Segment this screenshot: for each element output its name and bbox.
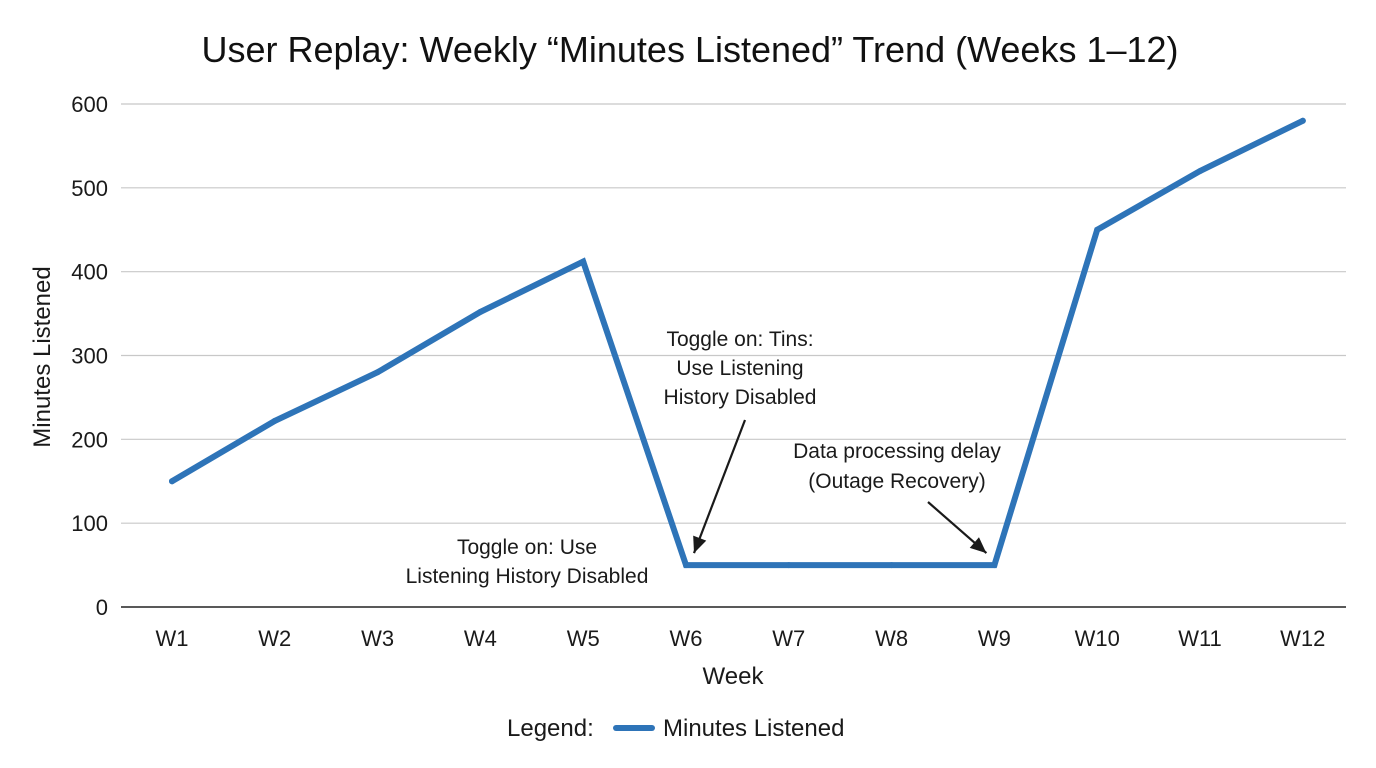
annotation-toggle-top-line-2: History Disabled bbox=[664, 386, 817, 409]
annotation-toggle-top-line-0: Toggle on: Tins: bbox=[666, 328, 813, 351]
legend-prefix: Legend: bbox=[507, 715, 594, 742]
legend: Legend: Minutes Listened bbox=[507, 715, 844, 742]
data-point-w7 bbox=[785, 562, 792, 569]
x-tick-label-w9: W9 bbox=[978, 626, 1011, 651]
data-point-w3 bbox=[374, 369, 381, 376]
data-point-w8 bbox=[888, 562, 895, 569]
y-tick-label-200: 200 bbox=[71, 427, 108, 452]
data-point-w5 bbox=[580, 258, 587, 265]
annotation-toggle-bottom-line-1: Listening History Disabled bbox=[406, 565, 649, 588]
x-tick-label-w8: W8 bbox=[875, 626, 908, 651]
annotation-toggle-bottom-line-0: Toggle on: Use bbox=[457, 536, 597, 559]
y-tick-label-300: 300 bbox=[71, 344, 108, 369]
annotation-outage-line-1: (Outage Recovery) bbox=[808, 470, 985, 493]
gridlines bbox=[121, 103, 1346, 608]
x-tick-label-w11: W11 bbox=[1178, 626, 1222, 651]
x-tick-label-w3: W3 bbox=[361, 626, 394, 651]
y-tick-label-100: 100 bbox=[71, 511, 108, 536]
x-tick-label-w1: W1 bbox=[156, 626, 189, 651]
chart-title: User Replay: Weekly “Minutes Listened” T… bbox=[201, 29, 1178, 70]
data-point-w2 bbox=[271, 417, 278, 424]
annotation-toggle-top-arrow bbox=[692, 419, 747, 554]
data-point-w12 bbox=[1299, 117, 1306, 124]
annotation-toggle-top-line-1: Use Listening bbox=[676, 357, 803, 380]
x-tick-label-w5: W5 bbox=[567, 626, 600, 651]
y-tick-label-400: 400 bbox=[71, 260, 108, 285]
x-tick-label-w12: W12 bbox=[1280, 626, 1325, 651]
x-tick-label-w10: W10 bbox=[1075, 626, 1120, 651]
series-line-0 bbox=[169, 117, 1306, 569]
x-axis-ticks: W1 W2 W3 W4 W5 W6 W7 W8 W9 W10 W11 W12 bbox=[156, 626, 1326, 651]
data-point-w11 bbox=[1197, 168, 1203, 175]
x-tick-label-w4: W4 bbox=[464, 626, 497, 651]
data-point-w1 bbox=[169, 478, 175, 485]
annotations: Toggle on: Tins: Use Listening History Dis… bbox=[406, 328, 1002, 588]
annotation-toggle-top-arrowhead bbox=[693, 535, 707, 554]
annotation-outage-arrowhead bbox=[969, 537, 987, 554]
x-tick-label-w7: W7 bbox=[772, 626, 805, 651]
data-point-w6 bbox=[683, 562, 689, 569]
x-tick-label-w6: W6 bbox=[670, 626, 703, 651]
y-tick-label-500: 500 bbox=[71, 176, 108, 201]
annotation-outage-line-0: Data processing delay bbox=[793, 440, 1001, 463]
y-tick-label-0: 0 bbox=[96, 595, 108, 620]
data-point-w10 bbox=[1094, 226, 1101, 233]
x-tick-label-w2: W2 bbox=[258, 626, 291, 651]
x-axis-label: Week bbox=[703, 663, 765, 690]
data-point-w4 bbox=[477, 308, 484, 315]
y-tick-label-600: 600 bbox=[71, 92, 108, 117]
series-layer bbox=[169, 117, 1306, 569]
data-point-w9 bbox=[991, 562, 998, 569]
y-axis-label: Minutes Listened bbox=[29, 266, 56, 447]
y-axis-ticks: 0 100 200 300 400 500 600 bbox=[71, 92, 108, 620]
legend-series-label: Minutes Listened bbox=[663, 715, 844, 742]
